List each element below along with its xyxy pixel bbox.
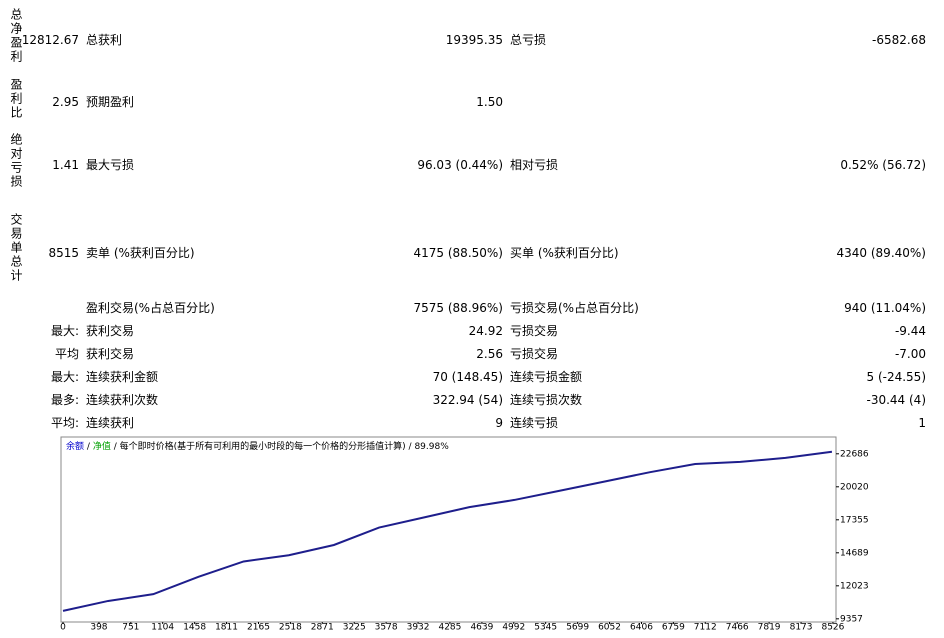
cell-label: 连续亏损金额 (510, 370, 583, 384)
legend-entry: 余额 (66, 440, 84, 452)
cell-value: 70 (148.45) (432, 370, 503, 384)
row-value: 平均 (54, 347, 79, 361)
x-tick-label: 7466 (726, 623, 749, 633)
x-tick-label: 2871 (311, 623, 334, 633)
chart-header: 余额 / 净值 / 每个即时价格(基于所有可利用的最小时段的每一个价格的分形插值… (66, 440, 449, 452)
x-tick-label: 5345 (534, 623, 557, 633)
row-value: 1.41 (52, 158, 79, 172)
plot-frame (60, 436, 837, 623)
y-tick-label: 22686 (840, 449, 869, 459)
x-tick-label: 0 (60, 623, 66, 633)
cell-value: 4340 (89.40%) (836, 246, 926, 260)
y-tick-label: 12023 (840, 581, 869, 591)
row-value: 2.95 (52, 95, 79, 109)
cell-label: 连续获利 (86, 416, 135, 430)
cell-label: 连续获利次数 (86, 393, 159, 407)
cell-value: 4175 (88.50%) (413, 246, 503, 260)
x-tick-label: 7112 (694, 623, 717, 633)
x-tick-label: 6406 (630, 623, 653, 633)
cell-value: 0.52% (56.72) (840, 158, 926, 172)
x-tick-label: 6052 (598, 623, 621, 633)
x-tick-label: 6759 (662, 623, 685, 633)
cell-label: 亏损交易 (510, 324, 559, 338)
cell-value: 1 (918, 416, 926, 430)
cell-value: -6582.68 (872, 33, 926, 47)
row-heading: 盈利比 (9, 78, 23, 120)
cell-label: 盈利交易(%占总百分比) (86, 301, 215, 315)
separator: / (409, 442, 413, 452)
cell-label: 连续亏损 (510, 416, 559, 430)
quality-text: 89.98% (414, 442, 449, 452)
cell-label: 连续亏损次数 (510, 393, 583, 407)
cell-value: 24.92 (468, 324, 503, 338)
x-tick-label: 5699 (566, 623, 589, 633)
y-tick-label: 9357 (840, 614, 863, 624)
cell-label: 预期盈利 (86, 95, 135, 109)
row-value: 8515 (48, 246, 79, 260)
x-tick-label: 3578 (375, 623, 398, 633)
cell-value: 5 (-24.55) (866, 370, 927, 384)
x-tick-label: 4992 (502, 623, 525, 633)
cell-value: -30.44 (4) (866, 393, 927, 407)
x-tick-label: 3225 (343, 623, 366, 633)
cell-label: 卖单 (%获利百分比) (86, 246, 195, 260)
cell-value: -9.44 (894, 324, 926, 338)
separator: / (114, 442, 118, 452)
cell-value: -7.00 (894, 347, 926, 361)
x-tick-label: 8526 (821, 623, 844, 633)
cell-label: 买单 (%获利百分比) (510, 246, 619, 260)
balance-line (62, 450, 833, 612)
cell-value: 9 (495, 416, 503, 430)
row-heading: 绝对亏损 (9, 133, 23, 189)
cell-label: 连续获利金额 (86, 370, 159, 384)
x-tick-label: 751 (122, 623, 139, 633)
x-tick-label: 7819 (758, 623, 781, 633)
cell-label: 获利交易 (86, 324, 135, 338)
x-tick-label: 4639 (470, 623, 493, 633)
cell-label: 获利交易 (86, 347, 135, 361)
row-heading: 总净盈利 (9, 8, 23, 64)
x-tick-label: 398 (90, 623, 107, 633)
row-value: 12812.67 (21, 33, 79, 47)
cell-label: 亏损交易 (510, 347, 559, 361)
cell-value: 1.50 (476, 95, 503, 109)
x-tick-label: 1458 (183, 623, 206, 633)
cell-value: 7575 (88.96%) (413, 301, 503, 315)
y-tick-label: 20020 (840, 482, 869, 492)
model-text: 每个即时价格(基于所有可利用的最小时段的每一个价格的分形插值计算) (120, 440, 406, 452)
x-tick-label: 1811 (215, 623, 238, 633)
row-value: 最大: (50, 324, 79, 338)
separator: / (87, 442, 91, 452)
y-tick-label: 17355 (840, 515, 869, 525)
x-tick-label: 4285 (438, 623, 461, 633)
legend-entry: 净值 (93, 440, 111, 452)
cell-value: 322.94 (54) (432, 393, 503, 407)
y-tick-label: 14689 (840, 548, 869, 558)
cell-value: 19395.35 (445, 33, 503, 47)
x-tick-label: 1104 (151, 623, 174, 633)
x-tick-label: 2165 (247, 623, 270, 633)
row-value: 平均: (50, 416, 79, 430)
cell-label: 亏损交易(%占总百分比) (510, 301, 639, 315)
cell-label: 总获利 (86, 33, 123, 47)
row-value: 最大: (50, 370, 79, 384)
x-tick-label: 2518 (279, 623, 302, 633)
cell-label: 总亏损 (510, 33, 547, 47)
cell-value: 940 (11.04%) (844, 301, 926, 315)
row-value: 最多: (50, 393, 79, 407)
cell-value: 96.03 (0.44%) (417, 158, 503, 172)
cell-label: 相对亏损 (510, 158, 559, 172)
x-tick-label: 8173 (790, 623, 813, 633)
x-tick-label: 3932 (407, 623, 430, 633)
cell-label: 最大亏损 (86, 158, 135, 172)
row-heading: 交易单总计 (9, 213, 23, 283)
cell-value: 2.56 (476, 347, 503, 361)
